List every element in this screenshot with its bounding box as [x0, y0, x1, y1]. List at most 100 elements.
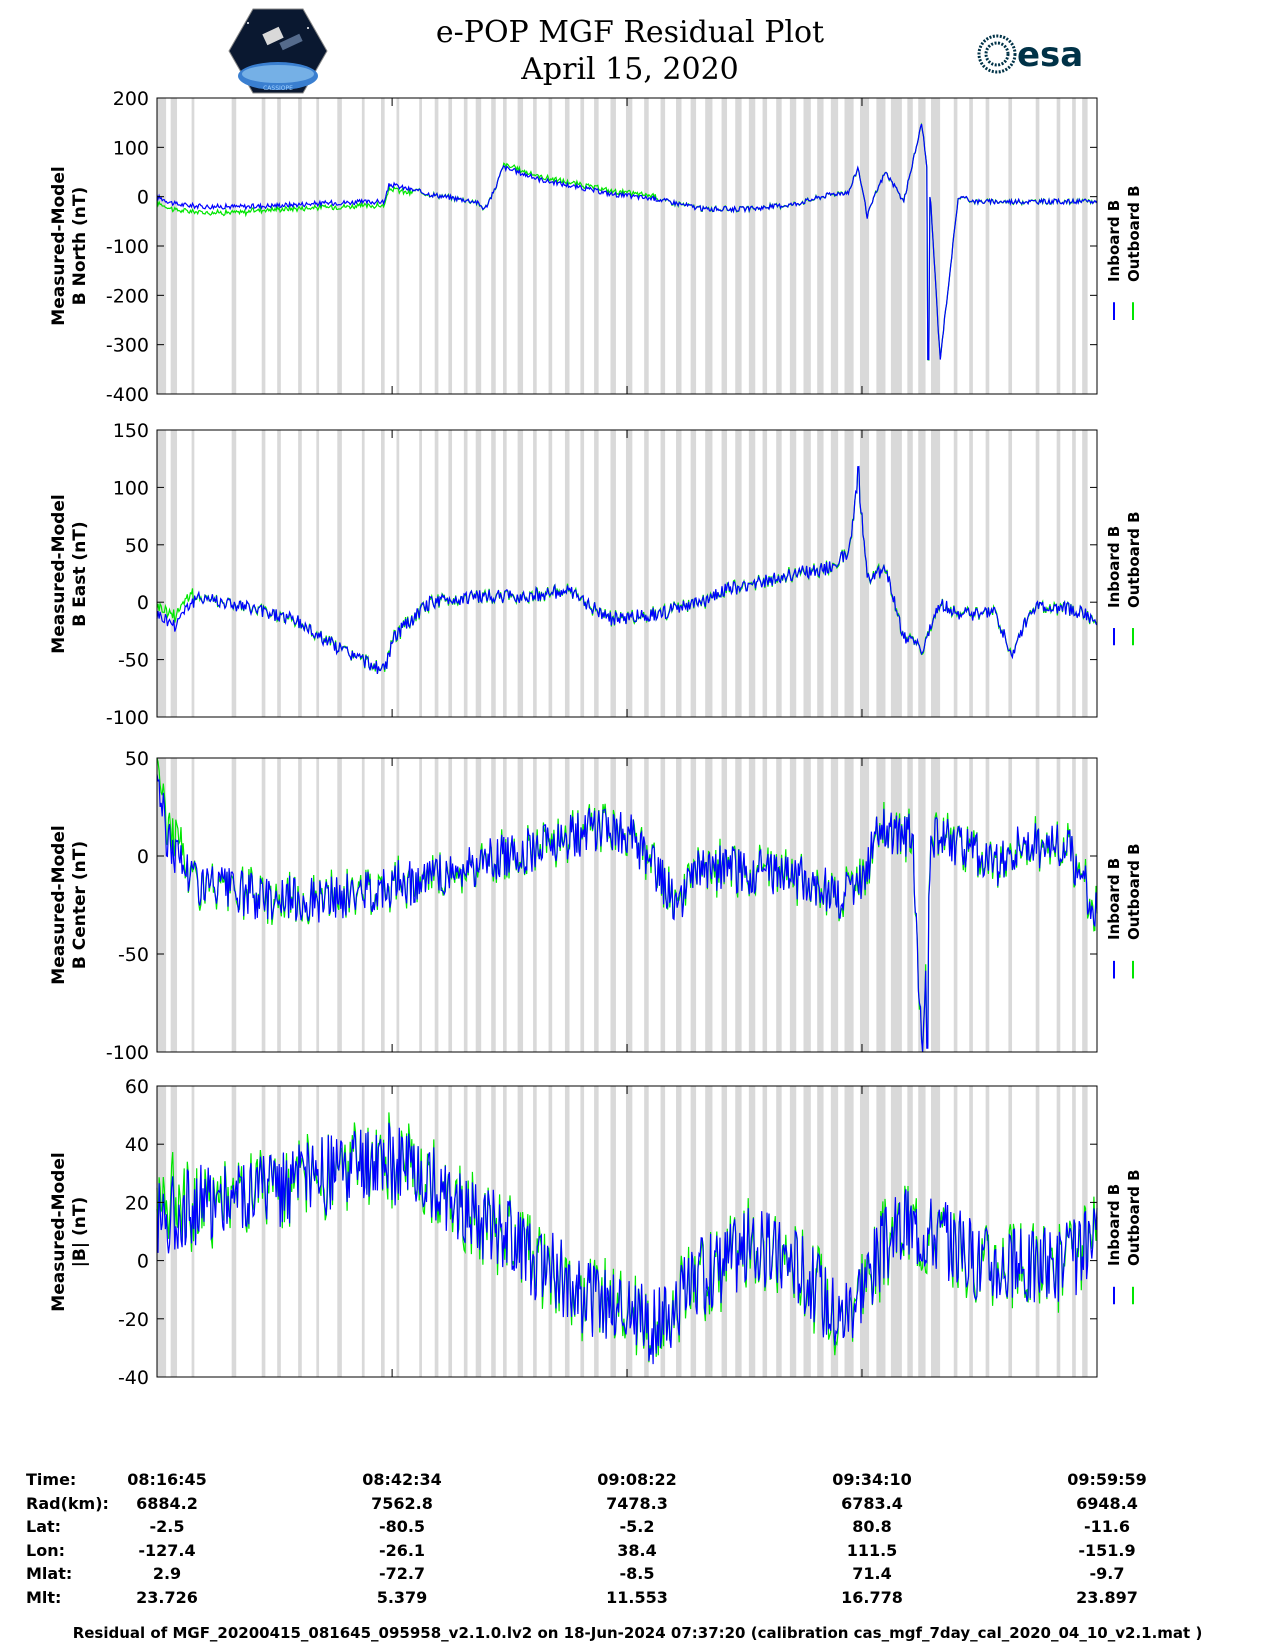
- data-gap-band: [985, 430, 990, 717]
- y-axis-label: Measured-Model B Center (nT): [49, 785, 91, 1025]
- data-gap-band: [985, 98, 990, 394]
- data-gap-band: [789, 758, 797, 1052]
- data-gap-band: [491, 1086, 496, 1377]
- y-tick-label: 200: [113, 88, 149, 110]
- data-gap-band: [690, 758, 697, 1052]
- data-gap-band: [434, 1086, 439, 1377]
- data-gap-band: [463, 430, 468, 717]
- data-gap-band: [762, 430, 768, 717]
- data-gap-band: [789, 98, 797, 394]
- data-gap-band: [930, 758, 941, 1052]
- data-gap-band: [475, 430, 482, 717]
- info-cell: 23.726: [136, 1588, 198, 1607]
- data-gap-band: [1035, 430, 1040, 717]
- cassiope-logo: CASSIOPE: [228, 8, 328, 94]
- info-cell: 6783.4: [841, 1493, 903, 1513]
- y-tick-label: -100: [106, 707, 149, 729]
- data-gap-band: [594, 758, 599, 1052]
- data-gap-band: [705, 1086, 713, 1377]
- data-gap-band: [396, 98, 400, 394]
- data-gap-band: [985, 758, 990, 1052]
- data-gap-band: [580, 98, 585, 394]
- data-gap-band: [361, 1086, 365, 1377]
- data-gap-band: [448, 430, 453, 717]
- data-gap-band: [337, 430, 342, 717]
- data-gap-band: [419, 430, 422, 717]
- data-gap-band: [316, 98, 320, 394]
- data-gap-band: [776, 430, 782, 717]
- data-gap-band: [859, 430, 870, 717]
- data-gap-band: [748, 98, 756, 394]
- info-cell: 7478.3: [606, 1493, 668, 1513]
- y-tick-label: 150: [113, 420, 149, 442]
- info-cell: -80.5: [378, 1517, 426, 1537]
- data-gap-band: [817, 98, 824, 394]
- data-gap-band: [475, 98, 482, 394]
- data-gap-band: [644, 430, 649, 717]
- data-gap-band: [231, 98, 237, 394]
- data-gap-band: [381, 1086, 385, 1377]
- data-gap-band: [748, 430, 756, 717]
- data-gap-band: [381, 98, 385, 394]
- data-gap-band: [876, 98, 886, 394]
- data-gap-band: [361, 98, 365, 394]
- y-tick-label: 0: [137, 1251, 149, 1273]
- data-gap-band: [231, 758, 237, 1052]
- title-main: e-POP MGF Residual Plot: [435, 15, 825, 50]
- data-gap-band: [1008, 430, 1013, 717]
- data-gap-band: [748, 758, 756, 1052]
- data-gap-band: [859, 758, 870, 1052]
- data-gap-band: [191, 98, 195, 394]
- y-tick-label: 100: [113, 477, 149, 499]
- info-row-label: Lon:: [26, 1540, 65, 1560]
- data-gap-band: [918, 98, 926, 394]
- legend: Inboard B Outboard B: [1104, 185, 1144, 282]
- data-gap-band: [448, 1086, 453, 1377]
- data-gap-band: [830, 98, 839, 394]
- data-gap-band: [170, 430, 178, 717]
- y-tick-label: -100: [106, 1042, 149, 1064]
- y-tick-label: -300: [106, 335, 149, 357]
- data-gap-band: [419, 98, 422, 394]
- data-gap-band: [491, 430, 496, 717]
- data-gap-band: [762, 758, 768, 1052]
- data-gap-band: [517, 430, 524, 717]
- info-row-label: Mlat:: [26, 1564, 73, 1584]
- residual-panel-2: 150 100 50 0 -50 -100: [106, 420, 1134, 729]
- y-axis-label-line1: Measured-Model: [49, 1151, 69, 1312]
- legend-inboard-label: Inboard B: [1105, 858, 1123, 941]
- info-cell: -9.7: [1089, 1564, 1125, 1584]
- data-gap-band: [890, 98, 902, 394]
- data-gap-band: [463, 758, 468, 1052]
- data-gap-band: [231, 430, 237, 717]
- data-gap-band: [660, 98, 666, 394]
- data-gap-band: [1035, 758, 1040, 1052]
- data-gap-band: [503, 758, 507, 1052]
- data-gap-band: [625, 1086, 633, 1377]
- data-gap-band: [859, 1086, 870, 1377]
- data-gap-band: [157, 430, 167, 717]
- data-gap-band: [817, 1086, 824, 1377]
- data-gap-band: [918, 1086, 926, 1377]
- data-gap-band: [594, 98, 599, 394]
- data-gap-band: [491, 98, 496, 394]
- info-row: Rad(km): 6884.2 7562.8 7478.3 6783.4 6948.4: [20, 1494, 1260, 1518]
- data-gap-band: [1072, 758, 1076, 1052]
- info-cell: 80.8: [852, 1517, 892, 1537]
- info-cell: -5.2: [619, 1517, 655, 1537]
- data-gap-band: [830, 758, 839, 1052]
- data-gap-band: [890, 430, 902, 717]
- data-gap-band: [564, 98, 570, 394]
- info-row: Mlat: 2.9 -72.7 -8.5 71.4 -9.7: [20, 1564, 1260, 1588]
- legend: Inboard B Outboard B: [1104, 844, 1144, 941]
- y-tick-label: 0: [137, 592, 149, 614]
- data-gap-band: [844, 1086, 854, 1377]
- data-gap-band: [191, 430, 195, 717]
- data-gap-band: [277, 98, 281, 394]
- legend-outboard-label: Outboard B: [1125, 1169, 1143, 1267]
- data-gap-band: [817, 430, 824, 717]
- y-tick-label: 100: [113, 137, 149, 159]
- data-gap-band: [548, 98, 553, 394]
- data-gap-band: [361, 430, 365, 717]
- data-gap-band: [890, 758, 902, 1052]
